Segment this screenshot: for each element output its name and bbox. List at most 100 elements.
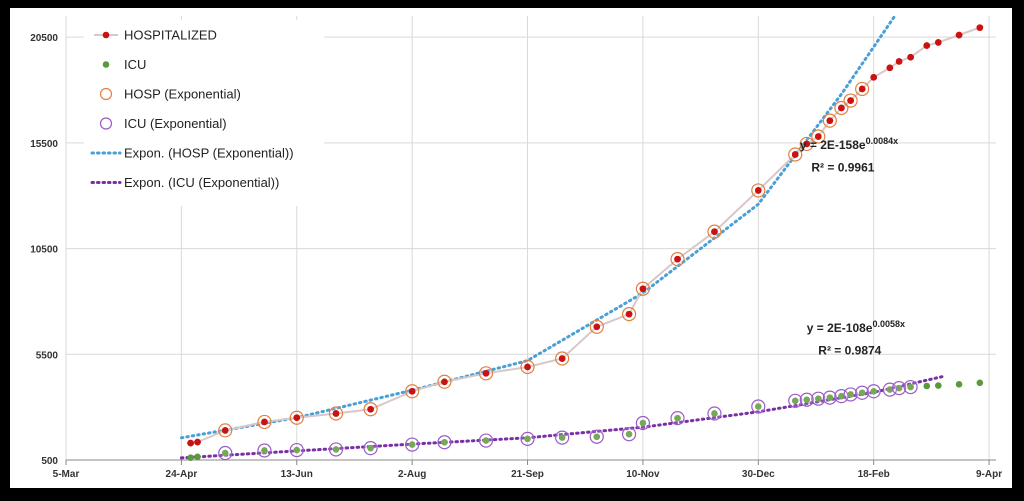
point-icu-exponential: [363, 441, 378, 456]
point-hospitalized: [955, 31, 963, 39]
point-icu-exponential: [555, 430, 570, 445]
point-hospitalized: [847, 97, 854, 104]
point-icu: [838, 392, 845, 400]
point-icu-exponential: [218, 445, 233, 461]
point-icu: [803, 396, 811, 404]
y-tick-label: 10500: [30, 245, 58, 256]
point-icu: [847, 391, 854, 398]
chart-frame: 500 5500 10500 15500 20500 5-Mar 24-Apr 13-Jun 2…: [10, 8, 1012, 488]
point-icu-exponential: [405, 437, 420, 452]
point-hospitalized: [194, 438, 201, 446]
point-icu-exponential: [621, 427, 637, 442]
legend-item-hospitalized: HOSPITALIZED: [94, 28, 217, 43]
point-icu-exponential: [751, 399, 766, 414]
point-hospitalized: [187, 439, 194, 447]
point-hospitalized: [803, 140, 811, 148]
point-hospitalized: [408, 387, 416, 395]
point-hospitalized: [441, 378, 448, 386]
point-icu: [955, 381, 963, 388]
legend-item-expon-hosp-exponential: Expon. (HOSP (Exponential)): [90, 146, 294, 161]
point-hospitalized: [755, 187, 762, 194]
point-hospitalized: [923, 42, 931, 49]
trendline-expon-icu-exponential: [179, 375, 945, 460]
annotation-icu-eq: y = 2E-108e0.0058x: [807, 319, 905, 335]
point-icu: [332, 446, 340, 453]
point-hospitalized: [711, 228, 718, 235]
point-icu: [524, 435, 531, 443]
point-hospitalized: [332, 410, 340, 417]
point-icu: [408, 441, 416, 448]
point-hospitalized: [524, 363, 531, 371]
point-icu-exponential: [635, 415, 651, 431]
legend-background: [84, 20, 324, 206]
trendlines: [179, 16, 945, 460]
x-tick-label: 24-Apr: [166, 469, 198, 480]
annotation-hosp-eq: y = 2E-158e0.0084x: [800, 136, 898, 152]
point-hospitalized: [482, 370, 490, 377]
point-hospitalized: [367, 405, 374, 413]
data-marks: [187, 24, 984, 461]
legend-swatch: [99, 87, 113, 101]
point-icu: [221, 449, 229, 457]
point-icu: [886, 386, 894, 393]
point-hospitalized: [815, 133, 822, 140]
point-icu: [895, 384, 903, 392]
legend-label: ICU: [124, 57, 146, 72]
point-hospitalized: [870, 74, 877, 81]
legend-swatch: [99, 117, 113, 130]
point-icu: [674, 414, 681, 422]
point-hospitalized: [858, 85, 866, 93]
point-icu: [187, 454, 194, 461]
point-icu: [639, 419, 647, 427]
x-tick-label: 13-Jun: [281, 469, 313, 480]
point-hospitalized: [221, 427, 229, 434]
point-icu-exponential: [478, 433, 494, 448]
point-hospitalized: [886, 64, 894, 72]
trendline-expon-hosp-exponential: [179, 16, 897, 440]
point-icu-exponential: [589, 429, 604, 444]
point-icu-exponential: [520, 431, 535, 446]
legend-item-icu-exponential: ICU (Exponential): [99, 116, 227, 131]
legend-item-expon-icu-exponential: Expon. (ICU (Exponential)): [90, 175, 279, 190]
point-icu: [441, 438, 448, 446]
point-icu-exponential: [670, 411, 685, 426]
point-icu: [482, 437, 490, 444]
point-hospitalized: [674, 255, 681, 263]
point-icu: [858, 389, 866, 397]
point-icu-exponential: [843, 387, 858, 402]
point-icu-exponential: [891, 381, 907, 396]
legend-label: ICU (Exponential): [124, 116, 227, 131]
point-hospitalized: [293, 414, 301, 422]
point-icu: [976, 379, 984, 387]
x-tick-label: 10-Nov: [626, 469, 660, 480]
chart: 500 5500 10500 15500 20500 5-Mar 24-Apr 13-Jun 2…: [30, 16, 1002, 480]
point-icu: [923, 382, 931, 390]
x-tick-label: 5-Mar: [53, 469, 80, 480]
legend-label: HOSP (Exponential): [124, 87, 241, 102]
legend-swatch: [102, 31, 110, 39]
point-icu-exponential: [822, 390, 837, 405]
point-icu: [935, 382, 942, 389]
point-hospitalized: [791, 151, 799, 158]
annotation-icu-r2: R² = 0.9874: [818, 343, 881, 357]
point-icu: [870, 387, 877, 395]
point-icu-exponential: [799, 392, 814, 407]
annotations: y = 2E-158e0.0084x R² = 0.9961 y = 2E-108e…: [800, 136, 905, 357]
point-icu: [558, 434, 566, 441]
point-icu: [755, 403, 762, 410]
point-icu: [593, 433, 601, 441]
legend-label: HOSPITALIZED: [124, 28, 217, 43]
point-icu-exponential: [328, 442, 344, 457]
x-tick-label: 18-Feb: [858, 469, 890, 480]
point-hospitalized: [593, 323, 601, 331]
point-icu: [711, 410, 718, 417]
point-hospitalized: [261, 418, 268, 426]
y-tick-label: 15500: [30, 139, 58, 150]
grid: [65, 16, 996, 461]
y-tick-label: 500: [41, 456, 58, 467]
legend-item-icu: ICU: [102, 57, 146, 72]
point-hospitalized: [558, 355, 566, 362]
point-icu-exponential: [866, 384, 881, 399]
legend-item-hosp-exponential: HOSP (Exponential): [99, 87, 241, 102]
point-icu-exponential: [811, 391, 826, 406]
